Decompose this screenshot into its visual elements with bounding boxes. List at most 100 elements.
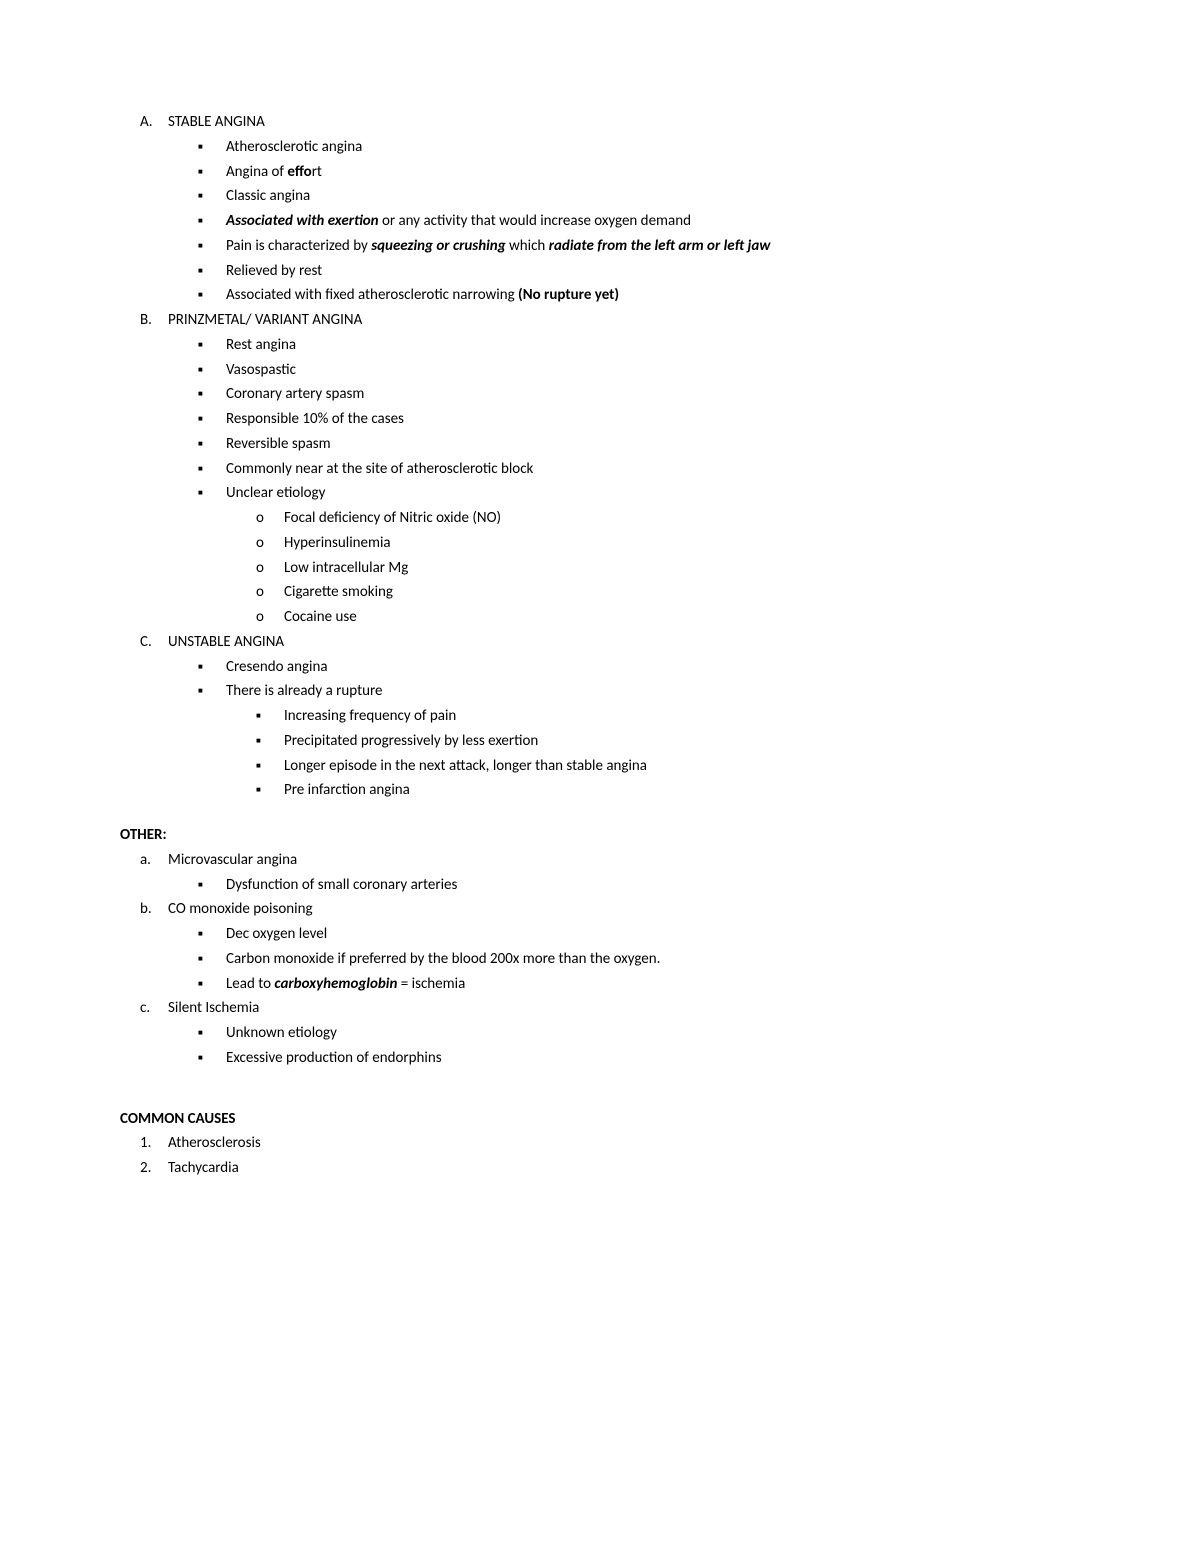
square-icon: ■ xyxy=(198,333,226,358)
square-icon: ■ xyxy=(256,754,284,779)
text: Reversible spasm xyxy=(226,432,1080,457)
text: Cigarette smoking xyxy=(284,580,1080,605)
square-icon: ■ xyxy=(198,873,226,898)
square-icon: ■ xyxy=(198,184,226,209)
text: Tachycardia xyxy=(168,1156,1080,1181)
text: Pre infarction angina xyxy=(284,778,1080,803)
t: carboxyhemoglobin xyxy=(274,975,397,993)
text: Cresendo angina xyxy=(226,655,1080,680)
text: Responsible 10% of the cases xyxy=(226,407,1080,432)
text: Dec oxygen level xyxy=(226,922,1080,947)
t: effo xyxy=(287,163,311,181)
t: squeezing or crushing xyxy=(371,237,505,255)
square-icon: ■ xyxy=(198,382,226,407)
bullet: ■Dysfunction of small coronary arteries xyxy=(198,873,1080,898)
bullet: ■Reversible spasm xyxy=(198,432,1080,457)
bullet: ■There is already a rupture xyxy=(198,679,1080,704)
square-icon: ■ xyxy=(198,358,226,383)
text: Increasing frequency of pain xyxy=(284,704,1080,729)
num: 1. xyxy=(140,1131,168,1156)
bullet: ■Commonly near at the site of atheroscle… xyxy=(198,457,1080,482)
other-heading: OTHER: xyxy=(120,823,1080,848)
text: Angina of effort xyxy=(226,160,1080,185)
text: Commonly near at the site of atheroscler… xyxy=(226,457,1080,482)
sub-bullet: oHyperinsulinemia xyxy=(256,531,1080,556)
text: Atherosclerotic angina xyxy=(226,135,1080,160)
t: rt xyxy=(312,163,322,181)
t: Associated with exertion xyxy=(226,212,379,230)
text: Relieved by rest xyxy=(226,259,1080,284)
text: Carbon monoxide if preferred by the bloo… xyxy=(226,947,1080,972)
square-icon: ■ xyxy=(198,135,226,160)
circle-icon: o xyxy=(256,580,284,605)
square-icon: ■ xyxy=(198,432,226,457)
square-icon: ■ xyxy=(198,679,226,704)
letter: c. xyxy=(140,996,168,1021)
square-icon: ■ xyxy=(198,922,226,947)
title-a: STABLE ANGINA xyxy=(168,110,1080,135)
text: Focal deficiency of Nitric oxide (NO) xyxy=(284,506,1080,531)
other-c: c.Silent Ischemia xyxy=(140,996,1080,1021)
letter: a. xyxy=(140,848,168,873)
num: 2. xyxy=(140,1156,168,1181)
causes-heading: COMMON CAUSES xyxy=(120,1107,1080,1132)
square-icon: ■ xyxy=(198,160,226,185)
title: Microvascular angina xyxy=(168,848,1080,873)
bullet: ■Lead to carboxyhemoglobin = ischemia xyxy=(198,972,1080,997)
square-icon: ■ xyxy=(198,972,226,997)
sub-bullet: oFocal deficiency of Nitric oxide (NO) xyxy=(256,506,1080,531)
circle-icon: o xyxy=(256,556,284,581)
circle-icon: o xyxy=(256,605,284,630)
text: Low intracellular Mg xyxy=(284,556,1080,581)
bullet: ■Associated with exertion or any activit… xyxy=(198,209,1080,234)
t: Pain is characterized by xyxy=(226,237,371,255)
title: Silent Ischemia xyxy=(168,996,1080,1021)
sub-bullet: oCigarette smoking xyxy=(256,580,1080,605)
text: Atherosclerosis xyxy=(168,1131,1080,1156)
square-icon: ■ xyxy=(198,1046,226,1071)
text: Dysfunction of small coronary arteries xyxy=(226,873,1080,898)
square-icon: ■ xyxy=(198,481,226,506)
text: Unclear etiology xyxy=(226,481,1080,506)
text: Excessive production of endorphins xyxy=(226,1046,1080,1071)
t: (No rupture yet) xyxy=(518,286,619,304)
other-a: a.Microvascular angina xyxy=(140,848,1080,873)
text: Associated with exertion or any activity… xyxy=(226,209,1080,234)
square-icon: ■ xyxy=(198,283,226,308)
letter-b: B. xyxy=(140,308,168,333)
square-icon: ■ xyxy=(256,729,284,754)
square-icon: ■ xyxy=(198,209,226,234)
bullet: ■Classic angina xyxy=(198,184,1080,209)
t: Angina of xyxy=(226,163,287,181)
sub-bullet: ■ Longer episode in the next attack, lon… xyxy=(256,754,1080,779)
sub-bullet: oCocaine use xyxy=(256,605,1080,630)
text: Cocaine use xyxy=(284,605,1080,630)
bullet: ■Relieved by rest xyxy=(198,259,1080,284)
text: Coronary artery spasm xyxy=(226,382,1080,407)
t: which xyxy=(506,237,549,255)
bullet: ■Responsible 10% of the cases xyxy=(198,407,1080,432)
circle-icon: o xyxy=(256,506,284,531)
bullet: ■Pain is characterized by squeezing or c… xyxy=(198,234,1080,259)
bullet: ■Associated with fixed atherosclerotic n… xyxy=(198,283,1080,308)
text: Precipitated progressively by less exert… xyxy=(284,729,1080,754)
letter-a: A. xyxy=(140,110,168,135)
sub-bullet: ■Pre infarction angina xyxy=(256,778,1080,803)
circle-icon: o xyxy=(256,531,284,556)
section-b: B. PRINZMETAL/ VARIANT ANGINA xyxy=(140,308,1080,333)
square-icon: ■ xyxy=(198,407,226,432)
bullet: ■Cresendo angina xyxy=(198,655,1080,680)
bullet: ■Unknown etiology xyxy=(198,1021,1080,1046)
t: or any activity that would increase oxyg… xyxy=(379,212,691,230)
section-c: C. UNSTABLE ANGINA xyxy=(140,630,1080,655)
title: CO monoxide poisoning xyxy=(168,897,1080,922)
bullet: ■Atherosclerotic angina xyxy=(198,135,1080,160)
letter-c: C. xyxy=(140,630,168,655)
text: Hyperinsulinemia xyxy=(284,531,1080,556)
square-icon: ■ xyxy=(256,704,284,729)
cause-1: 1.Atherosclerosis xyxy=(140,1131,1080,1156)
sub-bullet: oLow intracellular Mg xyxy=(256,556,1080,581)
bullet: ■Unclear etiology xyxy=(198,481,1080,506)
text: Longer episode in the next attack, longe… xyxy=(284,754,1080,779)
square-icon: ■ xyxy=(256,778,284,803)
